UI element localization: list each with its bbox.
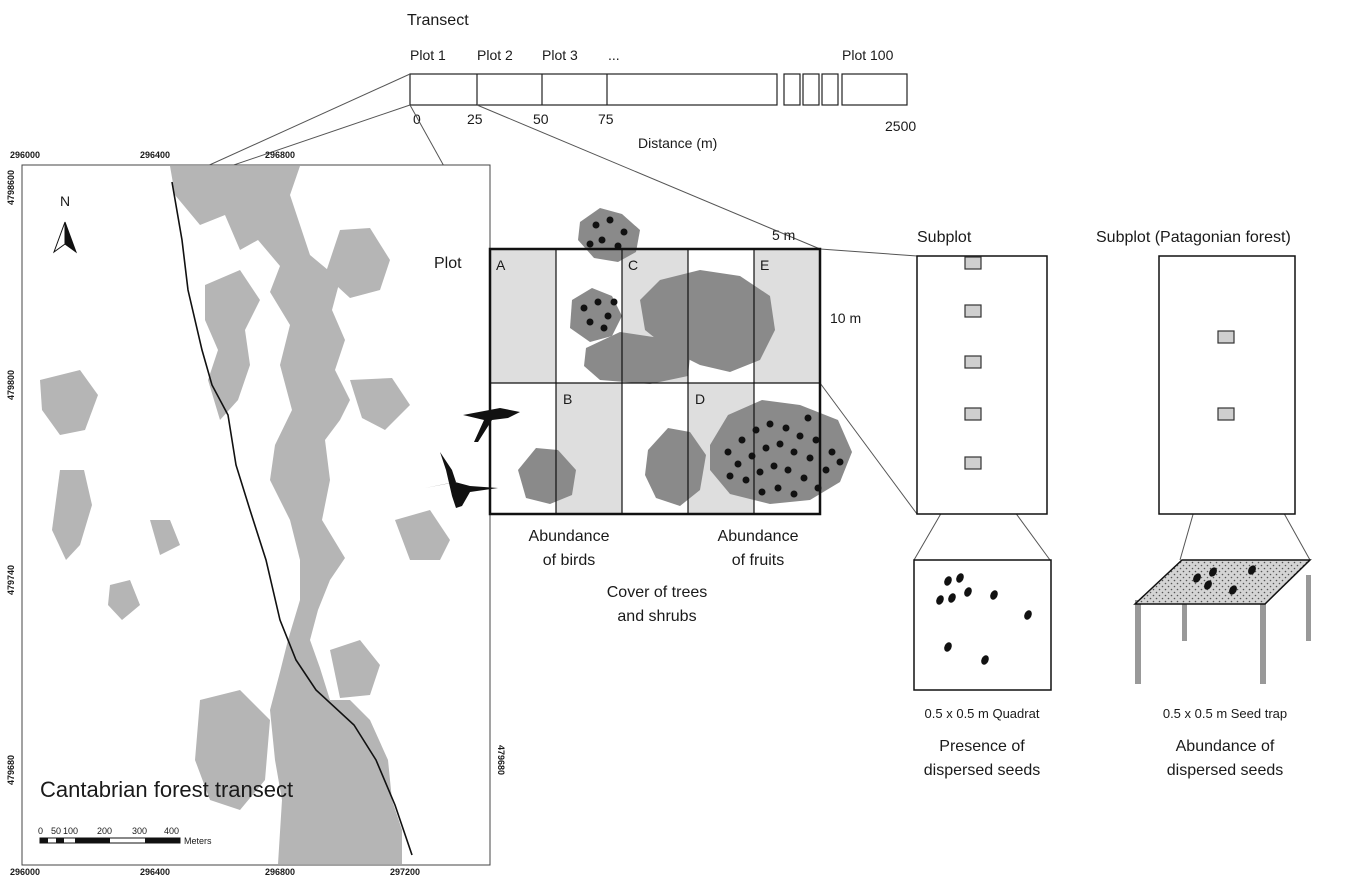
plot-100-label: Plot 100 [842, 47, 894, 63]
plot-grid: Plot A B C D E 5 m 10 m Abundance of bir… [425, 208, 861, 625]
bird-icon [425, 408, 520, 508]
quadrat-detail [913, 559, 1052, 691]
scale-tick-0: 0 [38, 826, 43, 836]
scale-tick-100: 100 [63, 826, 78, 836]
fruits-caption-line2: of fruits [732, 552, 784, 569]
cover-caption-line1: Cover of trees [607, 584, 707, 601]
map-x-tick-top-1: 296400 [140, 150, 170, 160]
distance-50: 50 [533, 111, 549, 127]
forest-map: N 296000 296400 296800 296000 296400 296… [6, 150, 506, 877]
birds-caption-line1: Abundance [529, 528, 610, 545]
subplot-title: Subplot [917, 229, 972, 246]
cell-b-label: B [563, 391, 572, 407]
plot-label: Plot [434, 255, 462, 272]
scale-tick-400: 400 [164, 826, 179, 836]
scale-unit: Meters [184, 836, 212, 846]
quadrat-label: 0.5 x 0.5 m Quadrat [925, 706, 1040, 721]
subplot-frame [916, 255, 1048, 515]
cell-a-label: A [496, 257, 506, 273]
distance-0: 0 [413, 111, 421, 127]
map-y-tick-left-2: 479740 [6, 565, 16, 595]
scale-tick-50: 50 [51, 826, 61, 836]
map-y-tick-left-3: 479680 [6, 755, 16, 785]
map-y-tick-right-0: 479680 [496, 745, 506, 775]
abundance-seeds-caption-line1: Abundance of [1176, 738, 1275, 755]
cell-c-label: C [628, 257, 638, 273]
presence-caption-line2: dispersed seeds [924, 762, 1041, 779]
plot-1-label: Plot 1 [410, 47, 446, 63]
cell-d-label: D [695, 391, 705, 407]
plot-width-label: 5 m [772, 227, 795, 243]
north-arrow-icon [52, 221, 78, 254]
forest-cover [40, 166, 450, 864]
plot-2-label: Plot 2 [477, 47, 513, 63]
map-x-tick-bottom-0: 296000 [10, 867, 40, 877]
transect-bar [409, 73, 908, 106]
abundance-seeds-caption-line2: dispersed seeds [1167, 762, 1284, 779]
scale-tick-300: 300 [132, 826, 147, 836]
map-y-tick-left-0: 4798600 [6, 170, 16, 205]
scale-tick-200: 200 [97, 826, 112, 836]
quadrats [964, 256, 982, 470]
plot-ellipsis-label: ... [608, 47, 620, 63]
map-x-tick-bottom-2: 296800 [265, 867, 295, 877]
map-title: Cantabrian forest transect [40, 777, 293, 802]
plot-grid-lines [488, 247, 822, 516]
distance-2500: 2500 [885, 118, 916, 134]
seed-traps [1217, 330, 1235, 421]
map-x-tick-bottom-3: 297200 [390, 867, 420, 877]
subplot-diagram: Subplot 0.5 x 0.5 m Quadrat Presence of … [913, 229, 1052, 779]
transect-diagram: Transect Plot 1 Plot 2 Plot 3 ... Plot 1… [407, 12, 916, 151]
plot-3-label: Plot 3 [542, 47, 578, 63]
cell-e-label: E [760, 257, 769, 273]
presence-caption-line1: Presence of [939, 738, 1025, 755]
plot-height-label: 10 m [830, 310, 861, 326]
seed-trap-detail [1133, 559, 1312, 684]
distance-25: 25 [467, 111, 483, 127]
dispersed-seeds [936, 573, 1032, 665]
patagonian-subplot-diagram: Subplot (Patagonian forest) 0.5 x 0.5 m … [1096, 229, 1312, 779]
map-x-tick-top-2: 296800 [265, 150, 295, 160]
fruits-caption-line1: Abundance [718, 528, 799, 545]
patagonian-subplot-title: Subplot (Patagonian forest) [1096, 229, 1291, 246]
map-scale-bar [39, 837, 181, 844]
north-label: N [60, 193, 70, 209]
transect-title: Transect [407, 12, 469, 29]
patagonian-subplot-frame [1158, 255, 1296, 515]
distance-75: 75 [598, 111, 614, 127]
transect-path [171, 181, 413, 856]
map-x-tick-top-0: 296000 [10, 150, 40, 160]
birds-caption-line2: of birds [543, 552, 595, 569]
map-y-tick-left-1: 479800 [6, 370, 16, 400]
cover-caption-line2: and shrubs [617, 608, 696, 625]
map-x-tick-bottom-1: 296400 [140, 867, 170, 877]
distance-axis-label: Distance (m) [638, 135, 717, 151]
seed-trap-label: 0.5 x 0.5 m Seed trap [1163, 706, 1287, 721]
